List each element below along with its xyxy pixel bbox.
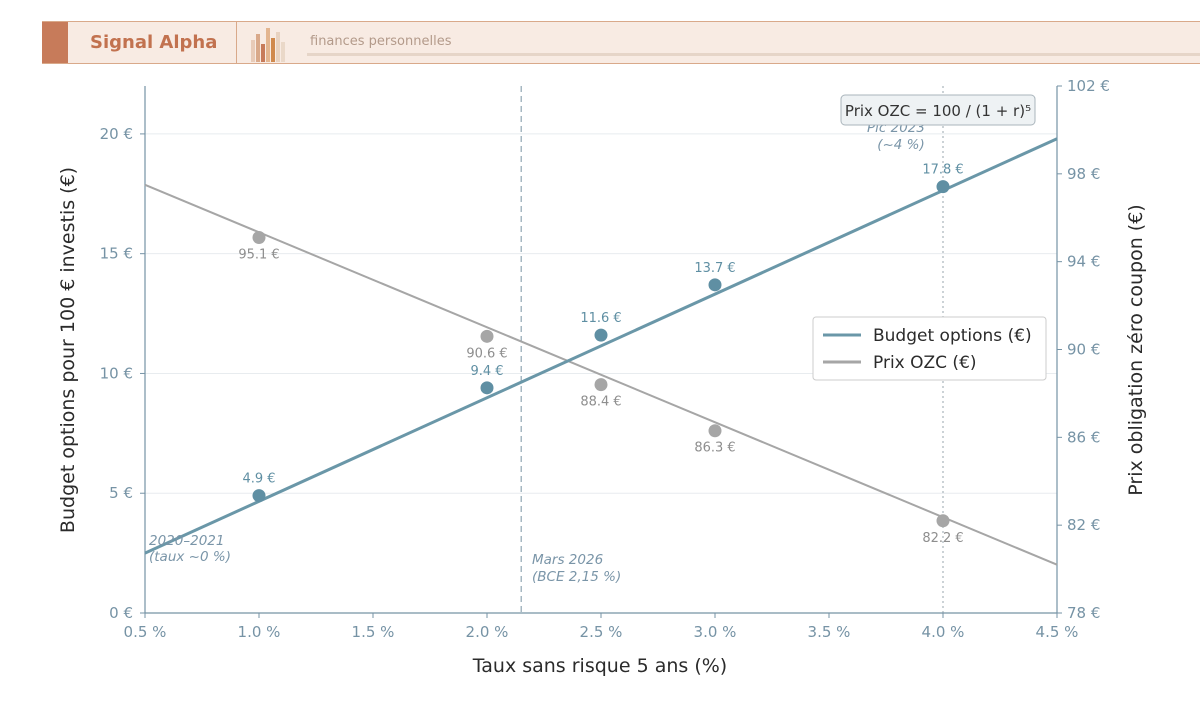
point-budget-options — [252, 489, 266, 503]
series-layer — [144, 137, 1058, 566]
point-prix-ozc — [594, 378, 608, 392]
reference-lines — [520, 86, 944, 613]
annotation-2020-2021-sub: (taux ~0 %) — [149, 549, 231, 565]
point-label-budget-options: 13.7 € — [694, 261, 735, 276]
point-label-budget-options: 4.9 € — [242, 472, 275, 487]
point-label-budget-options: 9.4 € — [470, 364, 503, 379]
x-tick-label: 3.0 % — [694, 623, 737, 641]
annotation-pic-2023-sub: (~4 %) — [877, 137, 925, 153]
point-label-budget-options: 11.6 € — [580, 311, 621, 326]
annotation-mars-2026-sub: (BCE 2,15 %) — [532, 569, 621, 585]
point-prix-ozc — [936, 514, 950, 528]
x-axis-title: Taux sans risque 5 ans (%) — [472, 655, 727, 677]
y-left-axis-title: Budget options pour 100 € investis (€) — [57, 167, 79, 533]
y-right-tick-label: 86 € — [1067, 428, 1100, 446]
y-left-tick-label: 15 € — [100, 245, 133, 263]
y-right-tick-label: 98 € — [1067, 165, 1100, 183]
formula-box: Prix OZC = 100 / (1 + r)⁵ — [840, 94, 1036, 126]
y-left-tick-label: 0 € — [109, 604, 133, 622]
y-right-tick-label: 90 € — [1067, 341, 1100, 359]
point-label-budget-options: 17.8 € — [922, 163, 963, 178]
annotation-mars-2026: Mars 2026 — [532, 552, 603, 568]
point-label-prix-ozc: 82.2 € — [922, 531, 963, 546]
x-tick-label: 2.5 % — [580, 623, 623, 641]
tagline: finances personnelles — [310, 34, 452, 49]
point-label-prix-ozc: 86.3 € — [694, 441, 735, 456]
point-budget-options — [480, 381, 494, 395]
brand-name[interactable]: Signal Alpha — [90, 32, 218, 53]
y-right-tick-label: 102 € — [1067, 77, 1110, 95]
y-right-tick-label: 94 € — [1067, 253, 1100, 271]
series-line-prix-ozc — [144, 183, 1058, 566]
bar-chart-logo-icon — [251, 28, 285, 62]
x-tick-label: 4.5 % — [1036, 623, 1079, 641]
axes: 0.5 % 1.0 % 1.5 % 2.0 % 2.5 % 3.0 % 3.5 % 4.0 %… — [100, 77, 1110, 641]
y-left-tick-label: 20 € — [100, 125, 133, 143]
legend-label-budget: Budget options (€) — [873, 326, 1032, 346]
point-prix-ozc — [708, 424, 722, 438]
point-budget-options — [594, 328, 608, 342]
y-right-tick-label: 78 € — [1067, 604, 1100, 622]
x-tick-label: 2.0 % — [466, 623, 509, 641]
x-tick-label: 1.0 % — [238, 623, 281, 641]
y-left-tick-label: 5 € — [109, 484, 133, 502]
series-line-budget-options — [144, 137, 1058, 555]
legend-label-ozc: Prix OZC (€) — [873, 353, 977, 373]
header-accent — [42, 22, 68, 63]
y-left-tick-label: 10 € — [100, 364, 133, 382]
point-label-prix-ozc: 95.1 € — [238, 248, 279, 263]
x-tick-label: 0.5 % — [124, 623, 167, 641]
x-tick-label: 4.0 % — [922, 623, 965, 641]
x-tick-label: 3.5 % — [808, 623, 851, 641]
point-prix-ozc — [480, 329, 494, 343]
y-right-tick-label: 82 € — [1067, 516, 1100, 534]
header-divider — [236, 22, 237, 63]
y-right-axis-title: Prix obligation zéro coupon (€) — [1125, 204, 1147, 495]
header-bar: Signal Alpha finances personnelles — [42, 21, 1200, 64]
tagline-underline — [307, 53, 1200, 56]
annotation-2020-2021: 2020–2021 — [149, 533, 224, 549]
x-tick-label: 1.5 % — [352, 623, 395, 641]
annotations: 2020–2021(taux ~0 %) Mars 2026(BCE 2,15 %… — [149, 120, 925, 585]
point-budget-options — [708, 278, 722, 292]
legend: Budget options (€) Prix OZC (€) — [812, 316, 1047, 381]
point-prix-ozc — [252, 231, 266, 245]
point-labels: 95.1 € 90.6 € 88.4 € 86.3 € 82.2 € 4.9 € 9.4 €… — [238, 163, 963, 546]
point-label-prix-ozc: 90.6 € — [466, 346, 507, 361]
point-label-prix-ozc: 88.4 € — [580, 395, 621, 410]
point-budget-options — [936, 180, 950, 194]
formula-text: Prix OZC = 100 / (1 + r)⁵ — [845, 102, 1031, 120]
